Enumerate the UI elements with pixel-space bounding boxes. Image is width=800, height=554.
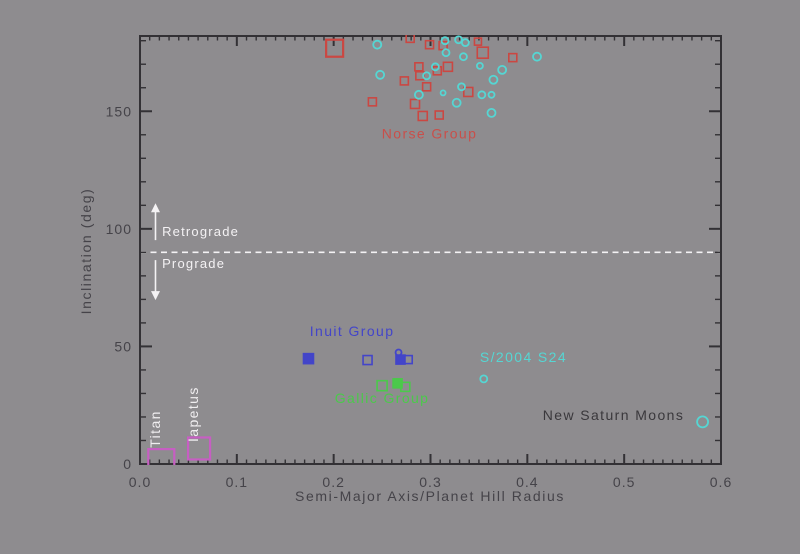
new-saturn-moons-point — [696, 415, 710, 429]
norse-group-squares-point — [476, 46, 490, 59]
new-saturn-moons-point-point — [696, 415, 710, 429]
iapetus-point — [186, 436, 212, 461]
norse-group-circles-point — [439, 89, 447, 97]
x-tick-label: 0.5 — [613, 474, 635, 490]
inuit-group-filled-squares-point — [302, 352, 315, 365]
x-tick-label: 0.1 — [226, 474, 248, 490]
prograde-arrow-head — [150, 291, 160, 301]
norse-group-squares-point — [399, 76, 410, 86]
prograde-arrow — [150, 260, 160, 301]
norse-group-squares-point — [434, 110, 445, 120]
norse-group-circles-point — [459, 52, 468, 62]
inuit-group-circle-point — [394, 348, 403, 357]
norse-group-circles-point — [440, 36, 450, 46]
inuit-group-circle — [394, 348, 403, 357]
norse-group-squares-point — [417, 110, 429, 122]
norse-group-circles-point — [532, 51, 542, 62]
x-tick-label: 0.6 — [710, 474, 732, 490]
norse-group-circles-point — [457, 82, 466, 92]
gallic-group-filled-square — [392, 378, 403, 389]
norse-group-squares-point — [409, 98, 421, 110]
norse-group-circles — [372, 35, 542, 118]
titan-point-point — [147, 448, 176, 465]
new-saturn-moons-label: New Saturn Moons — [543, 407, 684, 423]
norse-group-circles-point — [486, 107, 497, 118]
norse-group-circles-point — [372, 39, 383, 50]
y-tick-label: 50 — [114, 338, 132, 354]
inuit-group-open-squares-point — [362, 354, 373, 366]
x-axis-title: Semi-Major Axis/Planet Hill Radius — [295, 488, 565, 504]
norse-group-squares-point — [442, 61, 454, 73]
annotations-layer: Norse Group Inuit Group Gallic Group S/2004… — [147, 125, 684, 448]
inuit-group-filled-squares-point — [395, 354, 406, 365]
retrograde-arrow-head — [150, 203, 160, 213]
x-tick-label: 0.2 — [322, 474, 344, 490]
gallic-group-filled-square-point — [392, 378, 403, 389]
norse-group-squares-point — [414, 62, 424, 72]
s2004-s24-point-point — [479, 374, 489, 384]
prograde-label: Prograde — [162, 256, 225, 271]
norse-group-circles-point — [460, 38, 470, 47]
norse-group-squares-point — [432, 66, 443, 76]
norse-group-circles-point — [451, 97, 462, 108]
norse-group-squares-point — [473, 37, 483, 46]
s2004-s24-point — [479, 374, 489, 384]
norse-group-circles-point — [375, 69, 386, 80]
y-tick-label: 100 — [106, 221, 132, 237]
plot-frame — [139, 35, 722, 465]
titan-point — [147, 448, 176, 465]
norse-group-circles-point — [477, 90, 487, 100]
gallic-group-label: Gallic Group — [335, 390, 430, 406]
norse-group-circles-point — [488, 74, 499, 85]
norse-group-squares-point — [405, 35, 415, 44]
y-tick-label: 0 — [123, 456, 132, 472]
s2004-s24-label: S/2004 S24 — [480, 349, 567, 365]
axes-layer: 0.0 0.1 0.2 0.3 0.4 0.5 0.6 0 50 100 150 — [106, 35, 732, 490]
gallic-group-open-squares-point — [376, 379, 388, 392]
norse-group-squares-point — [325, 38, 345, 58]
norse-group-circles-point — [430, 62, 440, 72]
iapetus-label: Iapetus — [185, 386, 201, 442]
x-tick-label: 0.4 — [516, 474, 538, 490]
x-tick-label: 0.3 — [419, 474, 441, 490]
retrograde-arrow — [150, 203, 160, 241]
retrograde-label: Retrograde — [162, 224, 239, 239]
iapetus-point-point — [186, 436, 212, 461]
norse-group-label: Norse Group — [382, 125, 478, 141]
data-points-layer — [147, 35, 710, 465]
norse-group-circles-point — [413, 89, 424, 100]
y-tick-label: 150 — [106, 103, 132, 119]
norse-group-circles-point — [487, 90, 496, 99]
inuit-group-filled-squares — [302, 352, 406, 365]
norse-group-squares-point — [508, 52, 518, 63]
norse-group-circles-point — [475, 61, 484, 70]
norse-group-circles-point — [441, 48, 451, 58]
norse-group-squares-point — [424, 39, 435, 50]
norse-group-circles-point — [422, 71, 432, 81]
y-axis-title: Inclination (deg) — [78, 188, 94, 315]
norse-group-squares — [325, 35, 518, 122]
norse-group-squares-point — [462, 86, 474, 98]
norse-group-squares-point — [421, 81, 432, 92]
norse-group-squares-point — [367, 97, 378, 107]
x-tick-label: 0.0 — [129, 474, 151, 490]
inuit-group-label: Inuit Group — [310, 323, 395, 339]
titan-label: Titan — [147, 410, 163, 448]
norse-group-circles-point — [497, 64, 508, 75]
